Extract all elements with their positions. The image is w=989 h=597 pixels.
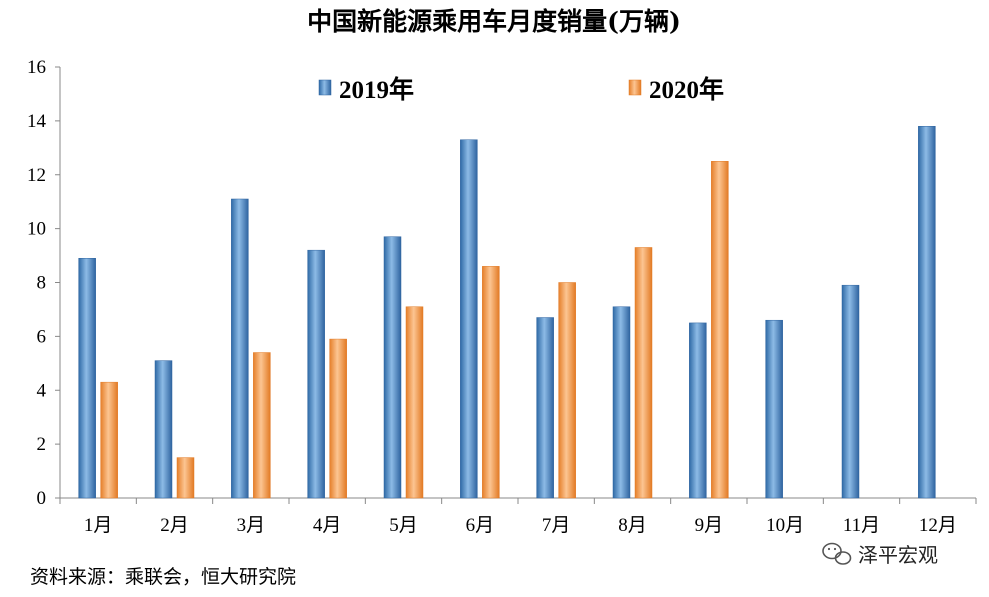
x-tick-label: 5月 [389, 515, 418, 536]
bar-2020 [711, 161, 729, 499]
y-tick-label: 6 [37, 326, 47, 347]
y-tick-label: 4 [37, 380, 47, 401]
bar-2020 [558, 282, 576, 499]
source-note: 资料来源：乘联会，恒大研究院 [30, 566, 296, 588]
bar-2019 [154, 360, 173, 499]
legend-label-2020: 2020年 [649, 75, 724, 104]
axes: 0 2 4 6 8 10 12 14 16 1月 2月 3月 4月 5月 6月 7月 8月 9月 10月 11月 12月 [27, 57, 977, 536]
wechat-icon [822, 542, 852, 565]
legend-swatch-2020 [628, 79, 642, 96]
x-tick-label: 4月 [313, 515, 342, 536]
y-tick-label: 12 [27, 165, 46, 186]
x-tick-label: 11月 [843, 515, 880, 536]
y-tick-label: 2 [37, 434, 47, 455]
y-tick-label: 16 [27, 57, 46, 78]
bar-2019 [460, 139, 478, 499]
bar-2020 [176, 457, 195, 499]
bar-2020 [482, 266, 500, 499]
bar-2019 [307, 249, 325, 499]
legend-swatch-2019 [318, 79, 332, 96]
legend-label-2019: 2019年 [339, 75, 414, 104]
bar-2019 [612, 306, 631, 499]
x-tick-label: 8月 [618, 515, 647, 536]
bar-2019 [383, 236, 402, 499]
bar-2020 [405, 306, 424, 499]
x-tick-label: 1月 [84, 515, 113, 536]
bar-2020 [634, 247, 653, 499]
bar-2019 [765, 319, 783, 499]
watermark: 泽平宏观 [822, 542, 938, 567]
bar-2019 [841, 284, 860, 499]
bar-2020 [329, 338, 347, 499]
x-tick-label: 9月 [695, 515, 724, 536]
x-tick-label: 12月 [919, 515, 957, 536]
bar-2019 [231, 198, 249, 499]
bar-2020 [100, 381, 118, 499]
bar-2019 [536, 317, 554, 499]
bar-2019 [689, 322, 707, 499]
x-tick-label: 6月 [466, 515, 495, 536]
x-tick-label: 2月 [160, 515, 189, 536]
y-tick-label: 0 [37, 488, 47, 509]
bar-2019 [918, 126, 936, 499]
bars [78, 126, 936, 499]
bar-2019 [78, 258, 96, 499]
watermark-text: 泽平宏观 [858, 543, 938, 567]
y-tick-label: 10 [27, 219, 46, 240]
chart-title: 中国新能源乘用车月度销量(万辆) [307, 7, 681, 36]
x-tick-label: 10月 [766, 515, 804, 536]
x-tick-label: 7月 [542, 515, 571, 536]
y-tick-label: 8 [37, 273, 47, 294]
bar-2020 [253, 352, 271, 499]
y-tick-label: 14 [27, 111, 47, 132]
legend: 2019年 2020年 [318, 75, 724, 104]
x-tick-label: 3月 [237, 515, 266, 536]
